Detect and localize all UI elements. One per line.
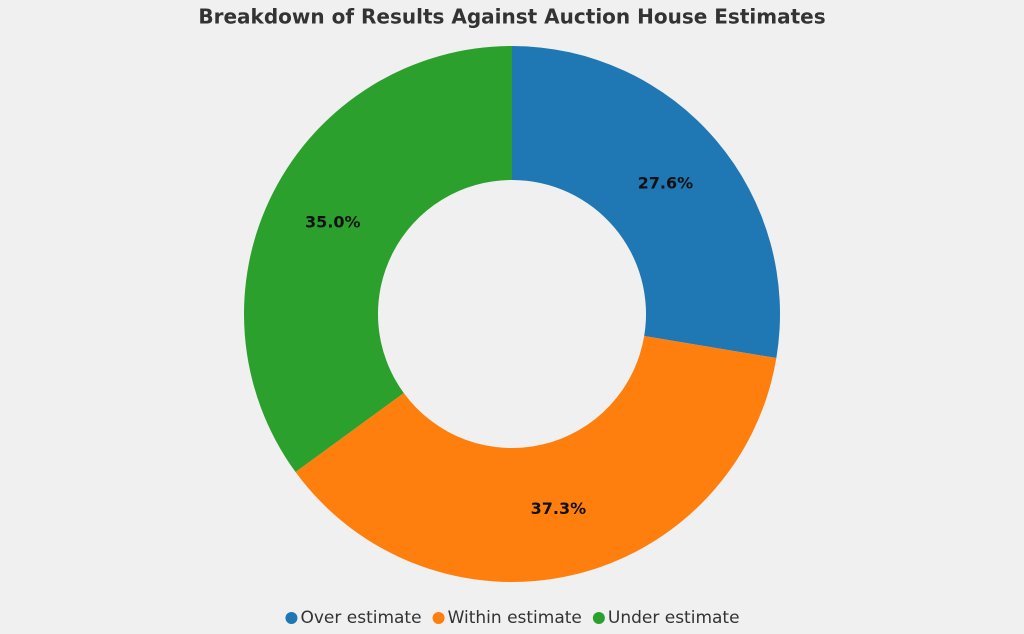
legend-marker [592,612,605,624]
legend-label: Within estimate [448,608,582,628]
value-label: 37.3% [531,499,587,518]
donut-slice [295,336,777,582]
legend-label: Under estimate [608,608,740,628]
legend-marker [285,612,298,624]
value-label: 35.0% [305,212,361,231]
chart-title: Breakdown of Results Against Auction Hou… [198,5,825,29]
donut-slice [244,46,512,473]
legend-label: Over estimate [300,608,421,628]
value-label: 27.6% [638,174,694,193]
donut-slice [512,46,780,359]
legend-marker [432,612,445,624]
